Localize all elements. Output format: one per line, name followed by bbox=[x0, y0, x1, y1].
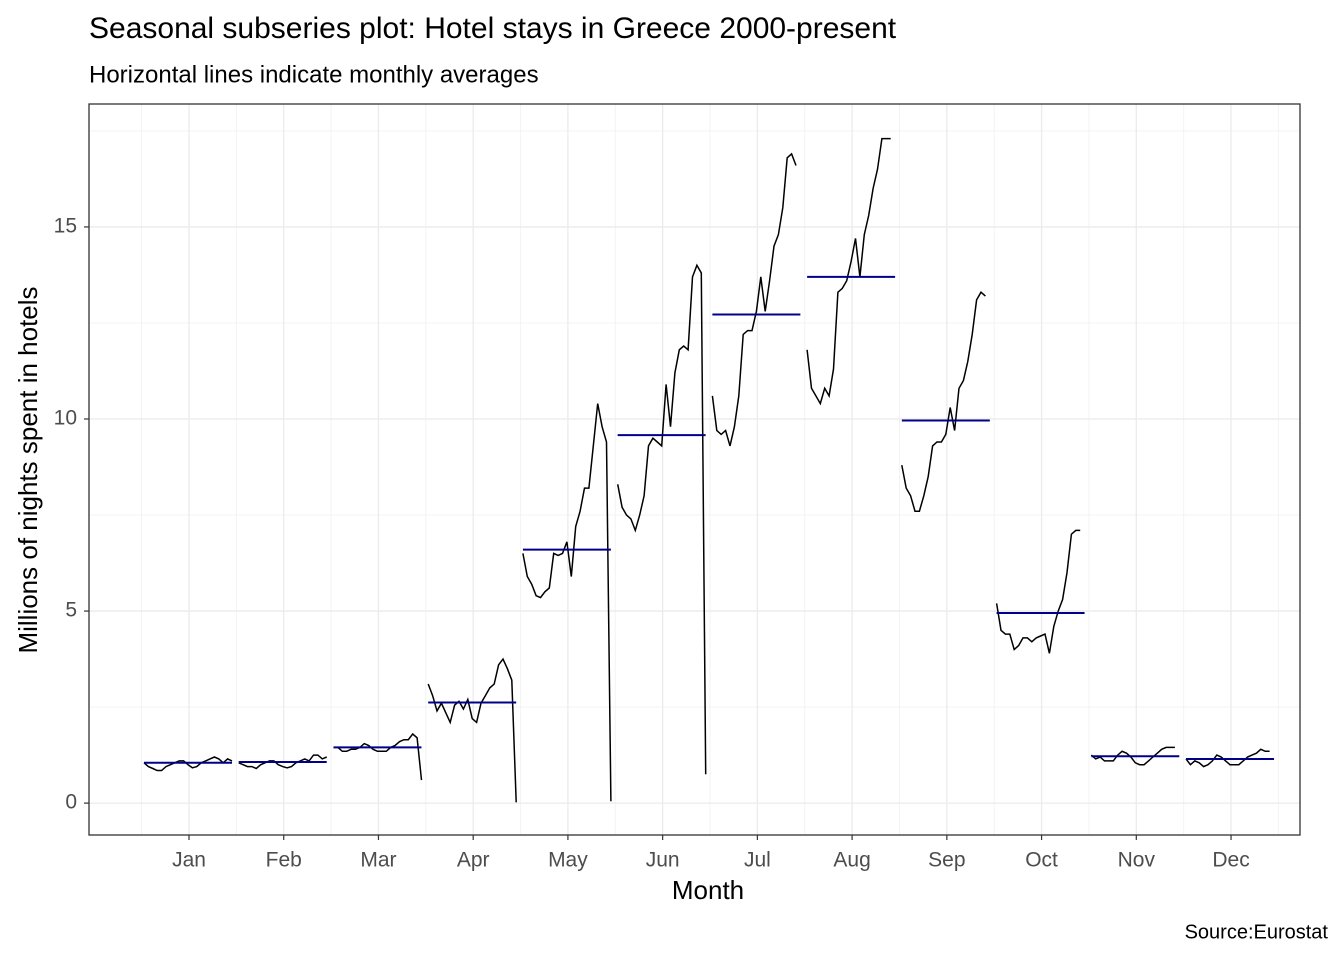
x-tick-label: Jan bbox=[172, 849, 206, 872]
y-tick-label: 0 bbox=[65, 791, 77, 814]
x-axis-title: Month bbox=[672, 875, 744, 905]
subseries-line bbox=[995, 529, 1081, 654]
subseries-line bbox=[711, 152, 797, 447]
y-axis-title: Millions of nights spent in hotels bbox=[13, 286, 43, 653]
x-tick-label: Dec bbox=[1212, 849, 1249, 872]
caption: Source:Eurostat bbox=[1185, 921, 1329, 943]
subseries-line bbox=[616, 263, 707, 775]
y-tick-label: 15 bbox=[54, 214, 77, 237]
x-tick-label: Jun bbox=[646, 849, 680, 872]
panel-border bbox=[88, 103, 1301, 836]
x-tick-label: Apr bbox=[457, 849, 490, 872]
x-tick-label: Nov bbox=[1118, 849, 1156, 872]
subseries-line bbox=[522, 403, 612, 802]
x-tick-label: Sep bbox=[928, 849, 965, 872]
subseries-line bbox=[1090, 746, 1175, 766]
chart-title: Seasonal subseries plot: Hotel stays in … bbox=[89, 12, 897, 45]
subseries-line bbox=[333, 732, 423, 781]
panel bbox=[89, 104, 1300, 835]
subseries-line bbox=[901, 291, 986, 512]
x-tick-label: Aug bbox=[833, 849, 870, 872]
y-tick-label: 10 bbox=[54, 407, 77, 430]
subseries-line bbox=[427, 657, 517, 803]
subseries-line bbox=[1185, 748, 1270, 768]
x-tick-label: Jul bbox=[744, 849, 771, 872]
y-tick-label: 5 bbox=[65, 599, 77, 622]
x-tick-label: Mar bbox=[360, 849, 396, 872]
subseries-line bbox=[806, 137, 891, 406]
subseries-line bbox=[143, 756, 233, 772]
x-tick-label: Feb bbox=[266, 849, 302, 872]
x-tick-label: Oct bbox=[1025, 849, 1058, 872]
x-tick-label: May bbox=[548, 849, 588, 872]
chart-subtitle: Horizontal lines indicate monthly averag… bbox=[89, 61, 539, 88]
subseries-line bbox=[238, 754, 327, 770]
